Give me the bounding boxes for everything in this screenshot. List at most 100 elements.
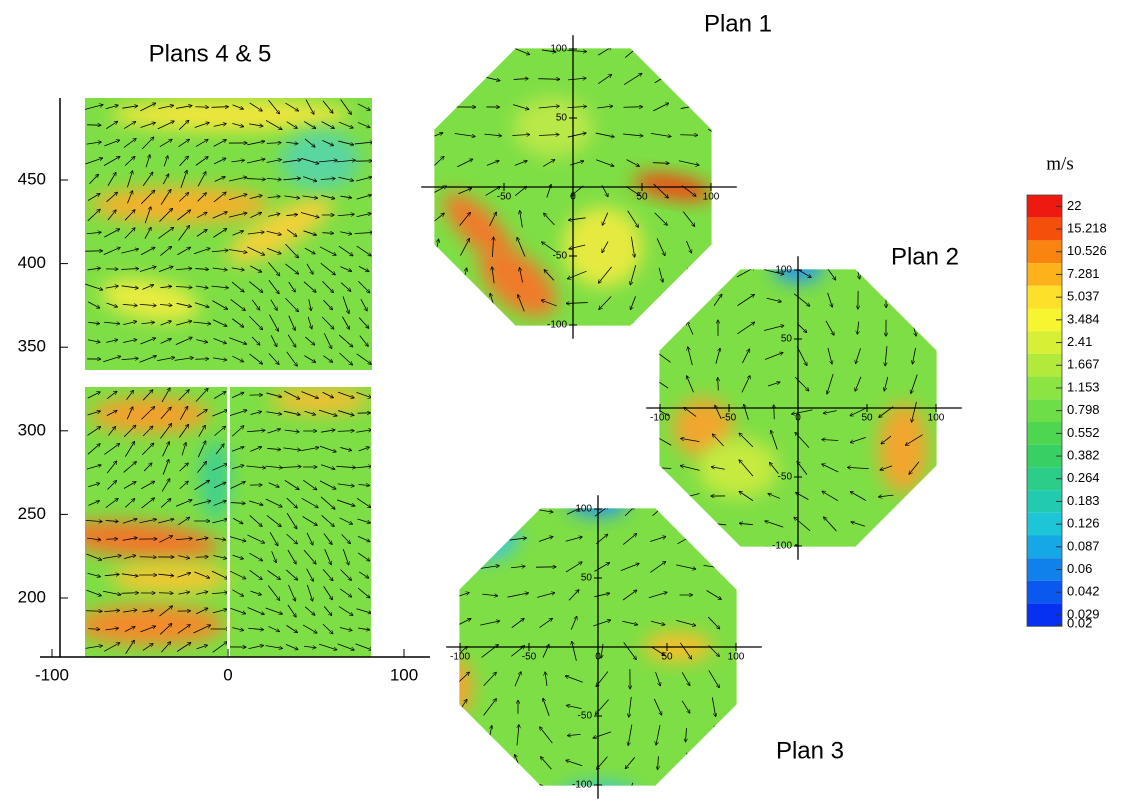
vector-arrow: [158, 593, 173, 594]
vector-arrow: [594, 593, 609, 598]
vector-arrow: [193, 248, 210, 255]
vector-arrow: [103, 643, 120, 652]
vector-arrow: [597, 106, 613, 108]
vector-arrow: [251, 336, 260, 345]
vector-arrow: [338, 334, 353, 347]
vector-arrow: [177, 247, 190, 256]
vector-arrow: [102, 555, 121, 559]
vector-arrow: [884, 376, 889, 391]
vector-arrow: [228, 194, 247, 201]
vector-arrow: [304, 646, 316, 647]
vector-arrow: [104, 140, 119, 147]
vector-arrow: [934, 292, 937, 308]
vector-arrow: [342, 316, 349, 330]
vector-arrow: [285, 297, 298, 312]
vector-arrow: [656, 724, 661, 745]
vector-arrow: [565, 676, 583, 683]
vector-arrow: [680, 642, 691, 659]
vector-arrow: [85, 158, 102, 165]
vector-arrow: [230, 299, 246, 310]
vector-arrow: [685, 752, 687, 773]
vector-arrow: [538, 536, 553, 542]
vector-arrow: [878, 547, 895, 556]
vector-arrow: [565, 537, 582, 542]
vector-arrow: [653, 698, 661, 715]
vector-arrow: [630, 236, 634, 258]
vector-arrow: [625, 757, 636, 768]
vector-arrow: [511, 618, 524, 628]
vector-arrow: [519, 268, 523, 283]
vector-arrow: [304, 138, 315, 147]
vector-arrow: [211, 286, 229, 288]
vector-arrow: [708, 102, 712, 112]
vector-arrow: [141, 498, 155, 509]
x-tick-label: -100: [650, 413, 670, 424]
vector-arrow: [822, 491, 839, 502]
vector-arrow: [249, 123, 263, 126]
vector-arrow: [704, 539, 723, 540]
vector-arrow: [487, 755, 492, 772]
panel-title: Plans 4 & 5: [149, 40, 272, 67]
vector-arrow: [566, 760, 583, 767]
vector-arrow: [288, 315, 295, 331]
vector-arrow: [687, 321, 694, 335]
vector-arrow: [126, 390, 134, 400]
vector-arrow: [123, 462, 137, 473]
vector-arrow: [178, 225, 190, 241]
vector-arrow: [122, 304, 137, 305]
vector-arrow: [489, 212, 497, 227]
vector-arrow: [88, 301, 100, 308]
field-blob: [85, 520, 220, 560]
vector-arrow: [567, 78, 586, 80]
vector-arrow: [937, 431, 946, 450]
vector-arrow: [85, 283, 102, 290]
vector-arrow: [270, 299, 277, 311]
vector-arrow: [196, 339, 207, 343]
vector-arrow: [266, 143, 281, 144]
vector-arrow: [774, 405, 775, 420]
vector-arrow: [213, 357, 227, 360]
vector-arrow: [659, 349, 671, 363]
vector-arrow: [160, 246, 171, 256]
vector-arrow: [570, 616, 577, 630]
vector-arrow: [103, 356, 120, 363]
color-box: [1027, 376, 1062, 400]
vector-arrow: [768, 494, 781, 499]
vector-arrow: [285, 102, 298, 111]
vector-arrow: [266, 411, 281, 415]
vector-arrow: [358, 571, 369, 578]
vector-arrow: [214, 426, 225, 437]
x-tick-label: 0: [795, 413, 801, 424]
vector-arrow: [86, 553, 101, 560]
vector-arrow: [565, 562, 582, 573]
vector-arrow: [510, 566, 525, 567]
vector-arrow: [320, 464, 335, 469]
vector-arrow: [304, 372, 315, 380]
vector-arrow: [301, 497, 319, 507]
vector-arrow: [338, 245, 353, 256]
vector-arrow: [87, 339, 100, 342]
vector-arrow: [160, 286, 171, 287]
vector-arrow: [513, 104, 529, 110]
vector-arrow: [455, 78, 474, 80]
vector-arrow: [267, 261, 279, 276]
vector-arrow: [653, 103, 668, 112]
vector-arrow: [940, 490, 944, 503]
colorbar-label: 1.153: [1067, 379, 1100, 394]
vector-arrow: [905, 434, 923, 446]
vector-arrow: [912, 401, 917, 422]
vector-arrow: [249, 570, 262, 579]
vector-arrow: [248, 500, 263, 505]
vector-arrow: [323, 299, 332, 310]
vector-arrow: [356, 177, 372, 182]
vector-arrow: [322, 139, 333, 145]
vector-arrow: [195, 538, 208, 541]
vector-arrow: [436, 293, 437, 313]
colorbar-label: 0.382: [1067, 447, 1100, 462]
vector-arrow: [740, 669, 743, 690]
vector-arrow: [161, 479, 170, 492]
color-box: [1027, 353, 1062, 377]
vector-arrow: [86, 232, 101, 234]
vector-arrow: [140, 626, 155, 633]
vector-arrow: [283, 447, 300, 450]
